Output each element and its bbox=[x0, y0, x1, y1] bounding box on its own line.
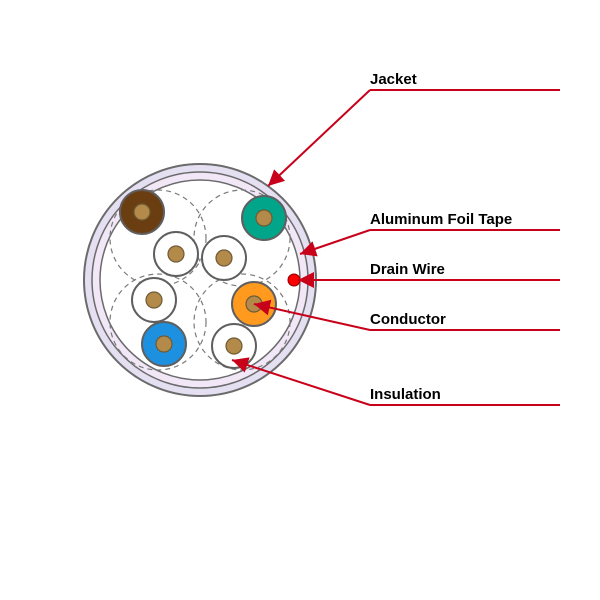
cable-cross-section-diagram: Jacket Aluminum Foil Tape Drain Wire Conduc… bbox=[0, 0, 600, 600]
callout-label-jacket: Jacket bbox=[370, 71, 417, 88]
wire-conductor-0-1 bbox=[168, 246, 184, 262]
wire-conductor-2-1 bbox=[156, 336, 172, 352]
wire-conductor-2-0 bbox=[146, 292, 162, 308]
callout-label-drain: Drain Wire bbox=[370, 261, 445, 278]
callout-label-conductor: Conductor bbox=[370, 311, 446, 328]
wire-conductor-1-1 bbox=[216, 250, 232, 266]
wire-conductor-3-1 bbox=[226, 338, 242, 354]
wire-conductor-1-0 bbox=[256, 210, 272, 226]
callout-label-insulation: Insulation bbox=[370, 386, 441, 403]
wire-conductor-0-0 bbox=[134, 204, 150, 220]
callout-label-foil: Aluminum Foil Tape bbox=[370, 211, 512, 228]
callout-leader-jacket bbox=[268, 90, 370, 186]
